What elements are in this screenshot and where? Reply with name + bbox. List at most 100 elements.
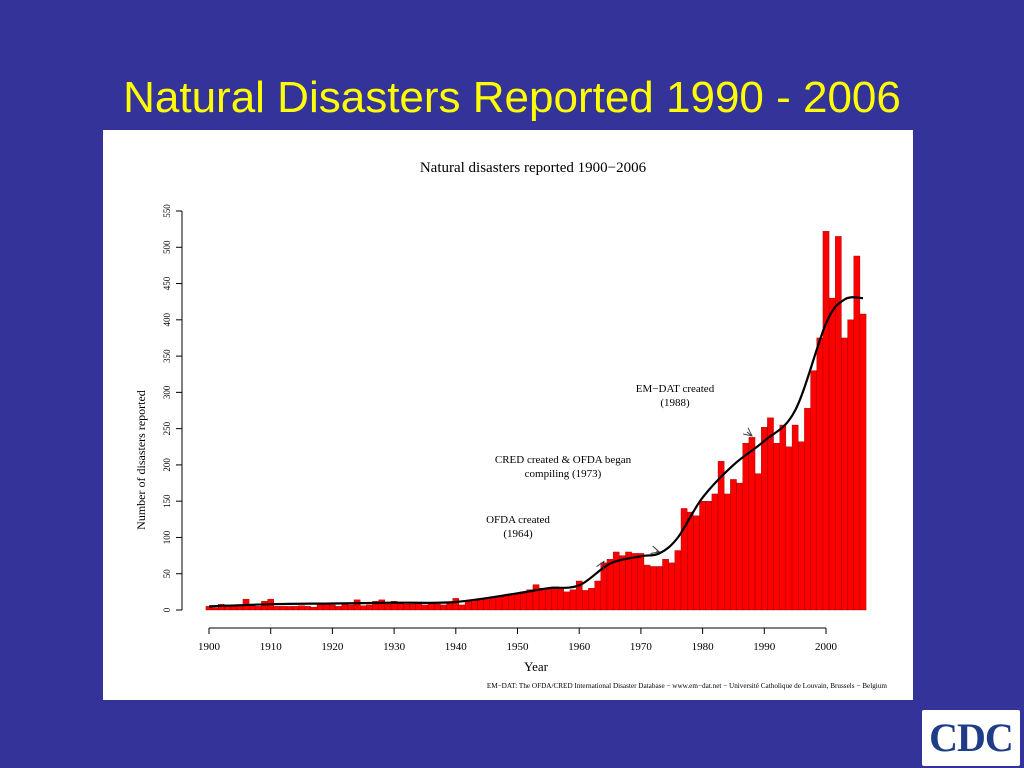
bar-1987	[742, 442, 750, 611]
bar-1961	[582, 590, 589, 611]
axes-layer: 0 50 100 150 200 250 300 350 400 450 500 550 1900 191…	[162, 204, 838, 653]
x-tick-label-1930: 1930	[383, 641, 406, 653]
x-tick-label-1920: 1920	[321, 641, 344, 653]
bar-1939	[446, 603, 453, 611]
y-axis-label: Number of disasters reported	[134, 390, 148, 530]
cdc-logo: CDC	[922, 710, 1020, 766]
bar-1913	[285, 606, 293, 611]
bar-1904	[230, 606, 237, 611]
bar-1969	[631, 553, 638, 611]
trend-line	[208, 296, 864, 608]
bar-1990	[761, 427, 768, 611]
x-tick-label-1950: 1950	[507, 641, 530, 653]
bar-1926	[366, 604, 373, 611]
bar-1956	[551, 586, 558, 611]
bar-1922	[341, 604, 349, 611]
bar-1955	[545, 588, 552, 611]
bar-1996	[798, 441, 805, 611]
bar-1975	[668, 562, 676, 611]
bar-2003	[841, 337, 848, 611]
bar-1957	[557, 588, 564, 611]
bar-1918	[316, 604, 324, 611]
bar-1980	[699, 501, 706, 611]
annotation-arrowhead-1964	[596, 560, 605, 571]
bar-1967	[619, 555, 626, 611]
bar-2002	[835, 236, 842, 611]
bar-1914	[292, 606, 299, 611]
x-tick-label-1960: 1960	[568, 641, 591, 653]
bar-1944	[477, 599, 484, 611]
y-tick-label-450: 450	[162, 276, 172, 290]
y-tick-label-350: 350	[162, 349, 172, 363]
bar-1973	[656, 566, 663, 611]
bar-1991	[767, 417, 774, 611]
bar-1916	[304, 606, 311, 611]
bar-2000	[822, 231, 830, 611]
source-note: EM−DAT: The OFDA/CRED International Disa…	[487, 682, 888, 690]
annotation-1973-line-1: CRED created & OFDA began	[495, 454, 632, 466]
bar-1985	[730, 479, 737, 611]
x-tick-label-1970: 1970	[630, 641, 653, 653]
bar-1917	[310, 606, 318, 611]
bar-2004	[847, 319, 854, 611]
bar-1911	[273, 606, 281, 611]
bar-2001	[828, 297, 836, 611]
y-tick-label-0: 0	[162, 607, 172, 612]
y-tick-label-50: 50	[162, 569, 172, 579]
annotation-1964-line-2: (1964)	[503, 528, 533, 540]
bar-1984	[724, 493, 731, 611]
bar-1962	[588, 588, 595, 611]
bar-1938	[440, 604, 447, 611]
chart-title: Natural disasters reported 1900−2006	[420, 160, 647, 176]
bar-1912	[279, 606, 287, 611]
bar-1901	[211, 607, 219, 611]
bar-1958	[563, 591, 571, 611]
bar-1921	[335, 606, 342, 611]
bar-1963	[594, 580, 601, 611]
bar-1905	[236, 606, 244, 611]
bar-1988	[748, 437, 756, 611]
bar-1936	[427, 603, 435, 611]
x-tick-label-1980: 1980	[692, 641, 715, 653]
bar-1974	[662, 559, 669, 611]
x-tick-label-1990: 1990	[753, 641, 776, 653]
bar-1920	[329, 604, 336, 611]
bar-1924	[353, 599, 361, 611]
bar-1931	[397, 602, 404, 611]
bar-1925	[359, 605, 367, 611]
bar-1994	[785, 446, 793, 611]
bar-1978	[686, 511, 694, 611]
bars-layer	[205, 231, 867, 611]
y-tick-label-250: 250	[162, 421, 172, 435]
x-tick-label-1900: 1900	[198, 641, 221, 653]
bar-1932	[403, 604, 410, 611]
bar-1986	[736, 482, 743, 611]
bar-1941	[458, 604, 466, 611]
x-tick-label-2000: 2000	[815, 641, 838, 653]
annotation-1988-line-2: (1988)	[660, 397, 690, 409]
bar-1979	[693, 515, 700, 611]
y-tick-label-150: 150	[162, 494, 172, 508]
bar-1989	[754, 473, 762, 611]
bar-1998	[810, 370, 817, 611]
y-tick-label-550: 550	[162, 204, 172, 218]
bar-1982	[711, 493, 719, 611]
bar-1972	[649, 566, 657, 611]
bar-1971	[643, 564, 651, 611]
y-tick-label-300: 300	[162, 385, 172, 399]
bar-1940	[452, 598, 460, 611]
disasters-bar-chart: Natural disasters reported 1900−2006 0 50…	[134, 160, 888, 690]
bar-1981	[705, 501, 713, 611]
bar-1959	[569, 589, 577, 611]
bar-1923	[347, 604, 355, 611]
bar-2005	[853, 255, 861, 611]
bar-1983	[717, 461, 725, 611]
bar-1997	[804, 408, 811, 611]
annotation-1973-line-2: compiling (1973)	[525, 468, 602, 480]
slide-title: Natural Disasters Reported 1990 - 2006	[123, 73, 901, 122]
bar-1948	[501, 595, 509, 611]
bar-1968	[625, 551, 632, 611]
bar-1937	[434, 604, 441, 611]
bar-1942	[464, 601, 472, 611]
bar-1950	[514, 593, 521, 611]
